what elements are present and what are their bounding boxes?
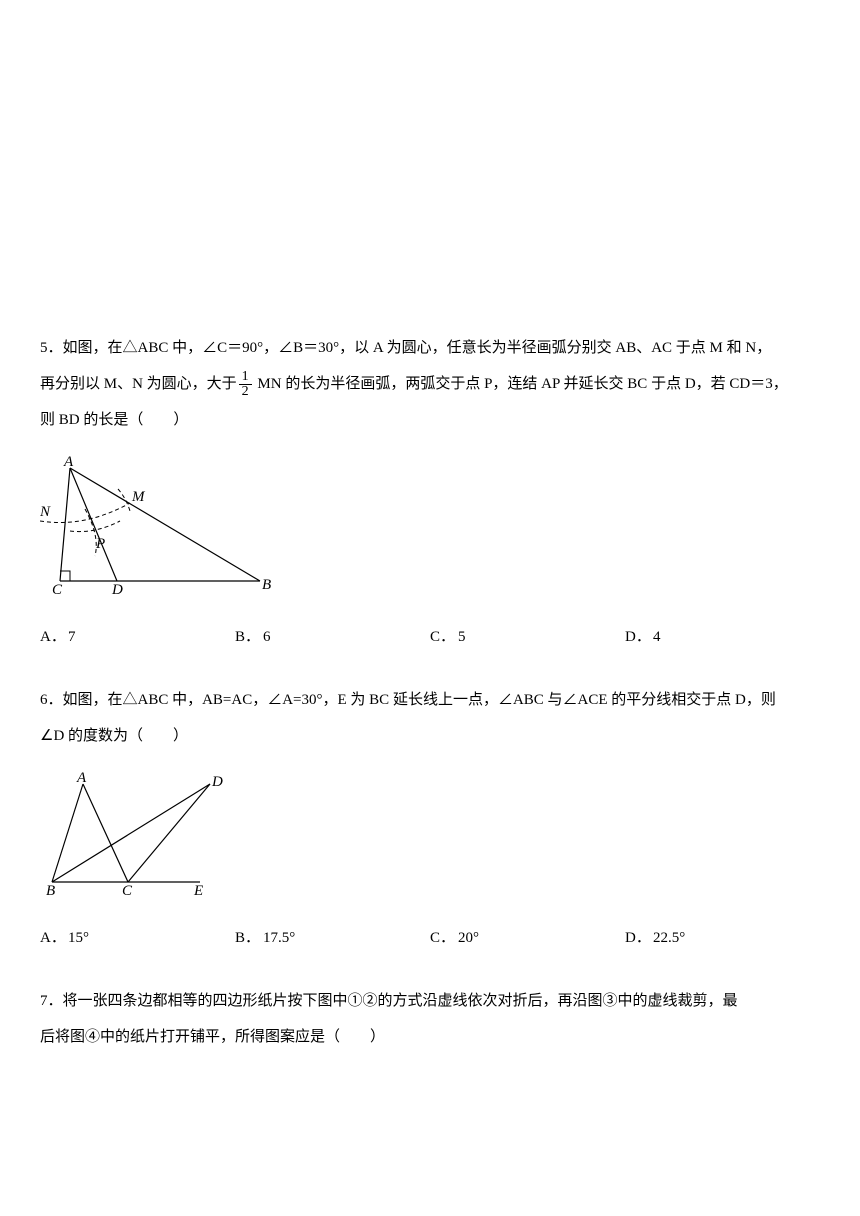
q6-options: A．15° B．17.5° C．20° D．22.5° — [40, 922, 820, 955]
label-A: A — [63, 456, 74, 470]
opt-label-a6: A． — [40, 922, 68, 955]
q6-line2: ∠D 的度数为（ ） — [40, 728, 188, 744]
q6-opt-b-val: 17.5° — [263, 930, 295, 946]
q5-opt-c: C．5 — [430, 621, 625, 654]
opt-label-c: C． — [430, 621, 458, 654]
q5-opt-b-val: 6 — [263, 629, 271, 645]
frac-num: 1 — [239, 370, 252, 384]
label-B: B — [262, 577, 271, 593]
q5-opt-b: B．6 — [235, 621, 430, 654]
frac-den: 2 — [239, 384, 252, 399]
q5-opt-a-val: 7 — [68, 629, 76, 645]
q5-line1: 5．如图，在△ABC 中，∠C＝90°，∠B＝30°，以 A 为圆心，任意长为半… — [40, 340, 771, 356]
opt-label-d6: D． — [625, 922, 653, 955]
q6-opt-a-val: 15° — [68, 930, 89, 946]
q7-line2: 后将图④中的纸片打开铺平，所得图案应是（ ） — [40, 1029, 385, 1045]
opt-label-a: A． — [40, 621, 68, 654]
question-5: 5．如图，在△ABC 中，∠C＝90°，∠B＝30°，以 A 为圆心，任意长为半… — [40, 330, 820, 654]
q6-text: 6．如图，在△ABC 中，AB=AC，∠A=30°，E 为 BC 延长线上一点，… — [40, 682, 820, 754]
q5-opt-c-val: 5 — [458, 629, 466, 645]
q6-opt-d: D．22.5° — [625, 922, 820, 955]
label-D: D — [111, 582, 123, 596]
question-6: 6．如图，在△ABC 中，AB=AC，∠A=30°，E 为 BC 延长线上一点，… — [40, 682, 820, 955]
fraction-half: 12 — [239, 370, 252, 399]
label-N: N — [40, 504, 51, 520]
q5-line2b: MN 的长为半径画弧，两弧交于点 P，连结 AP 并延长交 BC 于点 D，若 … — [254, 376, 788, 392]
q5-options: A．7 B．6 C．5 D．4 — [40, 621, 820, 654]
q5-opt-a: A．7 — [40, 621, 235, 654]
label-P: P — [95, 536, 105, 552]
q5-line2a: 再分别以 M、N 为圆心，大于 — [40, 376, 237, 392]
q7-line1: 7．将一张四条边都相等的四边形纸片按下图中①②的方式沿虚线依次对折后，再沿图③中… — [40, 993, 738, 1009]
label-D6: D — [211, 774, 223, 790]
question-7: 7．将一张四条边都相等的四边形纸片按下图中①②的方式沿虚线依次对折后，再沿图③中… — [40, 983, 820, 1055]
q6-figure: A B C D E — [40, 772, 820, 910]
label-C6: C — [122, 883, 133, 897]
opt-label-b6: B． — [235, 922, 263, 955]
q6-opt-c: C．20° — [430, 922, 625, 955]
q6-opt-d-val: 22.5° — [653, 930, 685, 946]
q5-opt-d-val: 4 — [653, 629, 661, 645]
q5-figure: A B C D M N P — [40, 456, 820, 609]
q6-opt-a: A．15° — [40, 922, 235, 955]
label-C: C — [52, 582, 63, 596]
label-E6: E — [193, 883, 203, 897]
q6-line1: 6．如图，在△ABC 中，AB=AC，∠A=30°，E 为 BC 延长线上一点，… — [40, 692, 776, 708]
opt-label-d: D． — [625, 621, 653, 654]
q5-opt-d: D．4 — [625, 621, 820, 654]
opt-label-b: B． — [235, 621, 263, 654]
q6-opt-b: B．17.5° — [235, 922, 430, 955]
q5-line3: 则 BD 的长是（ ） — [40, 412, 188, 428]
label-A6: A — [76, 772, 87, 786]
q6-opt-c-val: 20° — [458, 930, 479, 946]
label-M: M — [131, 489, 146, 505]
label-B6: B — [46, 883, 55, 897]
q7-text: 7．将一张四条边都相等的四边形纸片按下图中①②的方式沿虚线依次对折后，再沿图③中… — [40, 983, 820, 1055]
opt-label-c6: C． — [430, 922, 458, 955]
q5-text: 5．如图，在△ABC 中，∠C＝90°，∠B＝30°，以 A 为圆心，任意长为半… — [40, 330, 820, 438]
